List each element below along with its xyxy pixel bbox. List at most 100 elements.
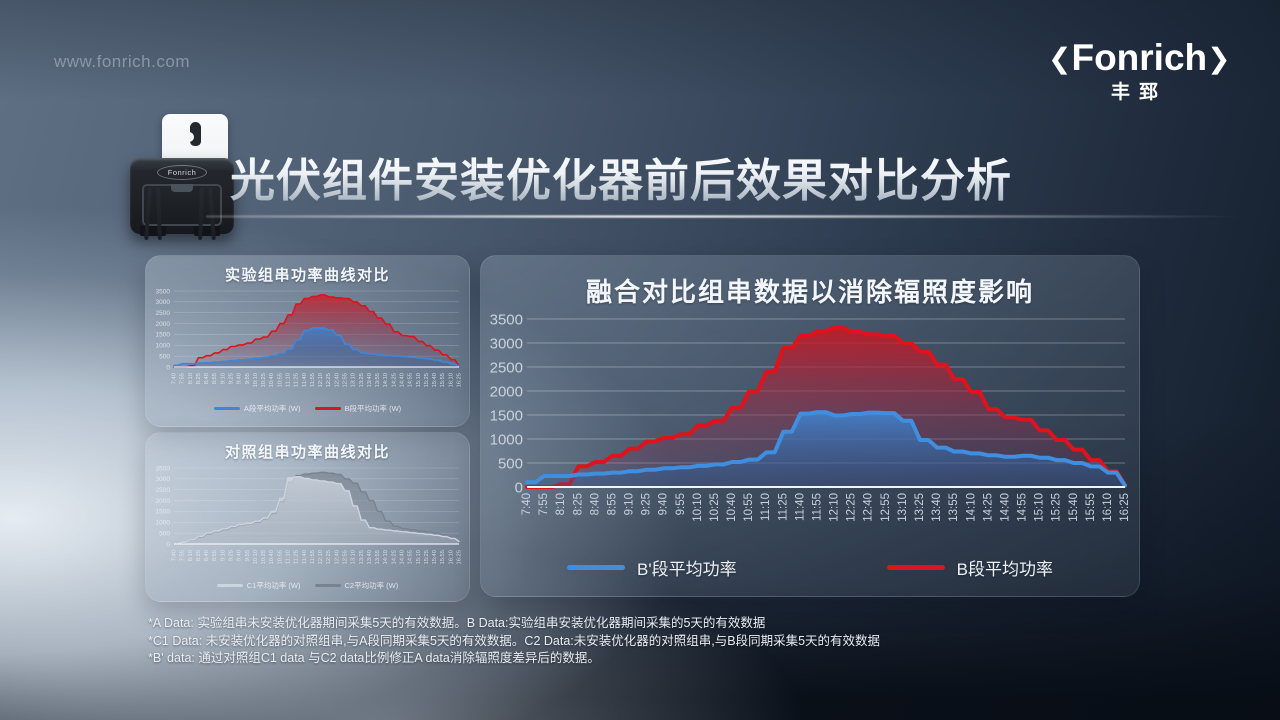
svg-text:13:25: 13:25 bbox=[914, 493, 926, 522]
svg-text:1500: 1500 bbox=[156, 509, 171, 516]
legend-label-c2: C2平均功率 (W) bbox=[344, 581, 399, 590]
svg-text:8:40: 8:40 bbox=[589, 493, 601, 515]
device-brand-label: Fonrich bbox=[157, 165, 207, 180]
svg-text:11:10: 11:10 bbox=[760, 493, 772, 521]
footnote-line-2: *C1 Data: 未安装优化器的对照组串,与A段同期采集5天的有效数据。C2 … bbox=[148, 633, 881, 648]
svg-text:11:25: 11:25 bbox=[294, 550, 300, 564]
logo-left-bracket-icon: ❮ bbox=[1048, 43, 1072, 74]
merged-chart-panel: 融合对比组串数据以消除辐照度影响 0 500 1000 1500 2000 2500 300… bbox=[480, 255, 1140, 597]
legend-label-bseg: B段平均功率 bbox=[956, 560, 1053, 579]
svg-text:9:25: 9:25 bbox=[641, 493, 653, 515]
svg-text:3500: 3500 bbox=[156, 465, 171, 472]
svg-text:12:40: 12:40 bbox=[334, 373, 340, 388]
svg-text:2000: 2000 bbox=[156, 321, 171, 328]
svg-text:8:55: 8:55 bbox=[212, 373, 218, 384]
svg-text:14:55: 14:55 bbox=[408, 550, 414, 565]
svg-text:15:40: 15:40 bbox=[432, 550, 438, 565]
svg-text:2000: 2000 bbox=[490, 383, 523, 400]
device-connector-left bbox=[140, 226, 166, 236]
svg-text:9:25: 9:25 bbox=[229, 373, 235, 384]
svg-text:7:55: 7:55 bbox=[180, 373, 186, 384]
svg-text:10:10: 10:10 bbox=[253, 373, 259, 388]
svg-text:500: 500 bbox=[159, 353, 170, 360]
legend-swatch-bseg bbox=[886, 565, 945, 570]
svg-text:11:55: 11:55 bbox=[310, 550, 316, 564]
svg-text:2500: 2500 bbox=[490, 359, 523, 376]
svg-text:10:25: 10:25 bbox=[261, 550, 267, 565]
svg-text:15:55: 15:55 bbox=[1085, 493, 1097, 522]
device-plate-hook bbox=[184, 122, 201, 146]
svg-text:2500: 2500 bbox=[156, 310, 171, 317]
merged-chart-title: 融合对比组串数据以消除辐照度影响 bbox=[585, 277, 1034, 307]
legend-swatch-c1 bbox=[216, 584, 243, 587]
svg-text:12:10: 12:10 bbox=[318, 550, 324, 565]
legend-item-bprime: B'段平均功率 bbox=[567, 555, 737, 580]
svg-text:13:55: 13:55 bbox=[948, 493, 960, 522]
svg-text:11:55: 11:55 bbox=[811, 493, 823, 521]
svg-text:9:55: 9:55 bbox=[675, 493, 687, 515]
svg-text:14:10: 14:10 bbox=[383, 373, 389, 388]
svg-text:16:10: 16:10 bbox=[1102, 493, 1114, 522]
svg-text:1000: 1000 bbox=[156, 520, 171, 527]
footnotes: *A Data: 实验组串未安装优化器期间采集5天的有效数据。B Data:实验… bbox=[148, 615, 880, 668]
optimizer-device-image: Fonrich bbox=[126, 112, 238, 252]
svg-text:13:25: 13:25 bbox=[359, 550, 365, 565]
legend-item-bseg: B段平均功率 bbox=[886, 555, 1053, 580]
svg-text:8:40: 8:40 bbox=[204, 550, 210, 561]
svg-text:14:40: 14:40 bbox=[400, 550, 406, 565]
svg-text:9:10: 9:10 bbox=[220, 373, 226, 384]
legend-label-c1: C1平均功率 (W) bbox=[246, 581, 301, 590]
svg-text:10:40: 10:40 bbox=[726, 493, 738, 522]
experiment-chart-title: 实验组串功率曲线对比 bbox=[224, 267, 390, 284]
svg-text:14:25: 14:25 bbox=[391, 373, 397, 388]
svg-text:15:40: 15:40 bbox=[1068, 493, 1080, 522]
svg-text:14:40: 14:40 bbox=[999, 493, 1011, 522]
legend-swatch-c2 bbox=[314, 584, 341, 587]
fonrich-logo: ❮Fonrich❯ 丰郅 bbox=[1048, 37, 1231, 104]
svg-text:2500: 2500 bbox=[156, 487, 171, 494]
watermark-url: www.fonrich.com bbox=[54, 52, 190, 71]
svg-text:12:55: 12:55 bbox=[343, 373, 349, 388]
svg-text:0: 0 bbox=[166, 541, 170, 548]
svg-text:11:25: 11:25 bbox=[294, 373, 300, 387]
svg-text:16:10: 16:10 bbox=[448, 550, 454, 565]
legend-label-bprime: B'段平均功率 bbox=[637, 560, 737, 579]
svg-text:7:55: 7:55 bbox=[180, 550, 186, 561]
svg-text:9:40: 9:40 bbox=[237, 550, 243, 561]
svg-text:16:25: 16:25 bbox=[1119, 493, 1131, 522]
experiment-chart-panel: 实验组串功率曲线对比 0 500 1000 1500 2000 2500 3000 3500 7… bbox=[145, 255, 470, 427]
svg-text:14:25: 14:25 bbox=[391, 550, 397, 565]
svg-text:15:55: 15:55 bbox=[440, 550, 446, 565]
svg-text:3500: 3500 bbox=[156, 288, 171, 295]
fonrich-logo-wordmark: ❮Fonrich❯ bbox=[1048, 37, 1231, 79]
legend-swatch-bprime bbox=[567, 565, 626, 570]
svg-text:8:10: 8:10 bbox=[555, 493, 567, 515]
svg-text:11:10: 11:10 bbox=[286, 373, 292, 387]
logo-text: Fonrich bbox=[1071, 37, 1208, 78]
svg-text:15:25: 15:25 bbox=[1051, 493, 1063, 522]
svg-text:11:10: 11:10 bbox=[286, 550, 292, 564]
svg-text:10:55: 10:55 bbox=[277, 373, 283, 388]
svg-text:15:10: 15:10 bbox=[416, 373, 422, 388]
svg-text:10:25: 10:25 bbox=[261, 373, 267, 388]
svg-text:8:25: 8:25 bbox=[196, 550, 202, 561]
svg-text:14:40: 14:40 bbox=[400, 373, 406, 388]
svg-text:16:25: 16:25 bbox=[457, 550, 463, 565]
svg-text:3000: 3000 bbox=[156, 299, 171, 306]
svg-text:13:40: 13:40 bbox=[367, 373, 373, 388]
svg-text:3000: 3000 bbox=[156, 476, 171, 483]
svg-text:500: 500 bbox=[159, 530, 170, 537]
svg-text:11:55: 11:55 bbox=[310, 373, 316, 387]
legend-label-b: B段平均功率 (W) bbox=[344, 404, 402, 413]
svg-text:12:25: 12:25 bbox=[846, 493, 858, 522]
logo-chinese-name: 丰郅 bbox=[1110, 82, 1167, 103]
svg-text:1000: 1000 bbox=[156, 343, 171, 350]
svg-text:14:10: 14:10 bbox=[965, 493, 977, 522]
svg-text:12:10: 12:10 bbox=[318, 373, 324, 388]
svg-text:13:55: 13:55 bbox=[375, 373, 381, 388]
legend-item-a: A段平均功率 (W) bbox=[213, 403, 301, 414]
experiment-chart-legend: A段平均功率 (W) B段平均功率 (W) bbox=[146, 403, 469, 414]
svg-text:9:40: 9:40 bbox=[658, 493, 670, 515]
svg-text:0: 0 bbox=[166, 364, 170, 371]
